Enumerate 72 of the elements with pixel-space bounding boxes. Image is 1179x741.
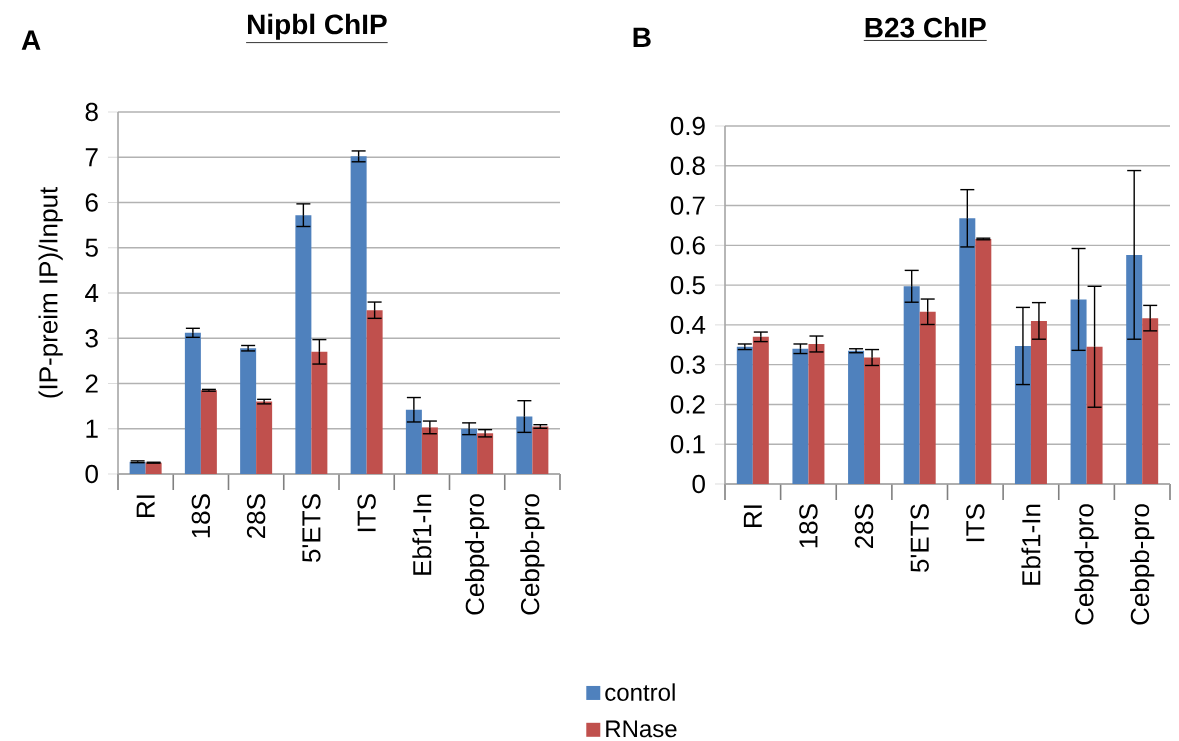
x-tick-label: Cebpb-pro <box>1130 504 1155 625</box>
y-tick-label: 3 <box>85 329 98 348</box>
x-tick-label: RI <box>743 505 762 527</box>
x-tick-label: 5'ETS <box>910 504 929 573</box>
x-tick-label: ITS <box>357 494 376 532</box>
legend-label: RNase <box>606 720 677 738</box>
bar <box>405 409 422 474</box>
bar <box>903 286 920 484</box>
y-tick-label: 6 <box>85 193 98 212</box>
y-tick-label: 0.4 <box>670 315 706 335</box>
bar <box>350 156 367 474</box>
bar <box>200 390 217 474</box>
x-tick-label: 5'ETS <box>302 494 321 563</box>
y-tick-label: 0 <box>85 464 98 484</box>
x-tick-label: Cebpb-pro <box>520 494 545 615</box>
y-tick-label: 0.5 <box>670 275 705 295</box>
bar <box>421 427 438 474</box>
x-tick-label: ITS <box>966 504 985 542</box>
bar <box>240 348 257 474</box>
bar <box>1086 346 1103 484</box>
bar <box>1014 345 1031 484</box>
text: B <box>633 27 651 47</box>
bar <box>919 311 936 484</box>
y-tick-label: 1 <box>86 419 98 438</box>
y-tick-label: 2 <box>85 374 98 393</box>
bar <box>864 357 881 484</box>
y-tick-label: 0 <box>692 474 705 494</box>
y-tick-label: 0.6 <box>670 236 705 255</box>
bar <box>1030 320 1047 484</box>
bar <box>311 351 328 474</box>
bar <box>736 346 753 484</box>
bar <box>295 215 312 474</box>
bar <box>532 426 549 474</box>
bar <box>1070 299 1087 484</box>
bar <box>477 433 494 474</box>
x-tick-label: 28S <box>246 494 266 539</box>
y-axis-title: (IP-preim IP)/Input <box>38 187 63 398</box>
y-tick-label: 4 <box>85 284 99 302</box>
bar <box>1142 318 1159 484</box>
bar <box>975 238 992 484</box>
y-tick-label: 7 <box>85 148 98 167</box>
bar <box>184 332 201 474</box>
y-tick-label: 0.3 <box>670 355 705 374</box>
bar <box>959 218 976 484</box>
legend-label: control <box>605 683 675 701</box>
text: A <box>21 30 41 50</box>
bar <box>808 343 825 484</box>
x-tick-label: 18S <box>799 504 818 548</box>
bar <box>752 336 769 484</box>
y-tick-label: 0.2 <box>670 395 705 414</box>
x-tick-label: Cebpd-pro <box>1074 504 1099 625</box>
y-tick-label: 8 <box>85 102 98 122</box>
y-tick-label: 0.1 <box>670 435 705 454</box>
bar <box>461 428 478 474</box>
y-tick-label: 0.8 <box>670 156 705 175</box>
x-tick-label: Ebf1-In <box>412 494 432 575</box>
y-tick-label: 0.7 <box>670 196 705 215</box>
x-tick-label: RI <box>136 495 155 517</box>
y-tick-label: 0.9 <box>670 116 705 136</box>
bar <box>1126 254 1143 484</box>
x-tick-label: Cebpd-pro <box>464 494 490 615</box>
y-tick-label: 5 <box>85 238 98 257</box>
bar <box>256 401 273 474</box>
x-tick-label: 28S <box>854 504 874 549</box>
bar <box>848 350 865 484</box>
bar <box>516 416 533 474</box>
bar <box>366 310 383 474</box>
bar <box>792 348 809 484</box>
x-tick-label: Ebf1-In <box>1021 504 1041 585</box>
chart-title: Nipbl ChIP <box>248 13 387 40</box>
x-tick-label: 18S <box>191 494 211 538</box>
chart-title: B23 ChIP <box>865 17 986 38</box>
